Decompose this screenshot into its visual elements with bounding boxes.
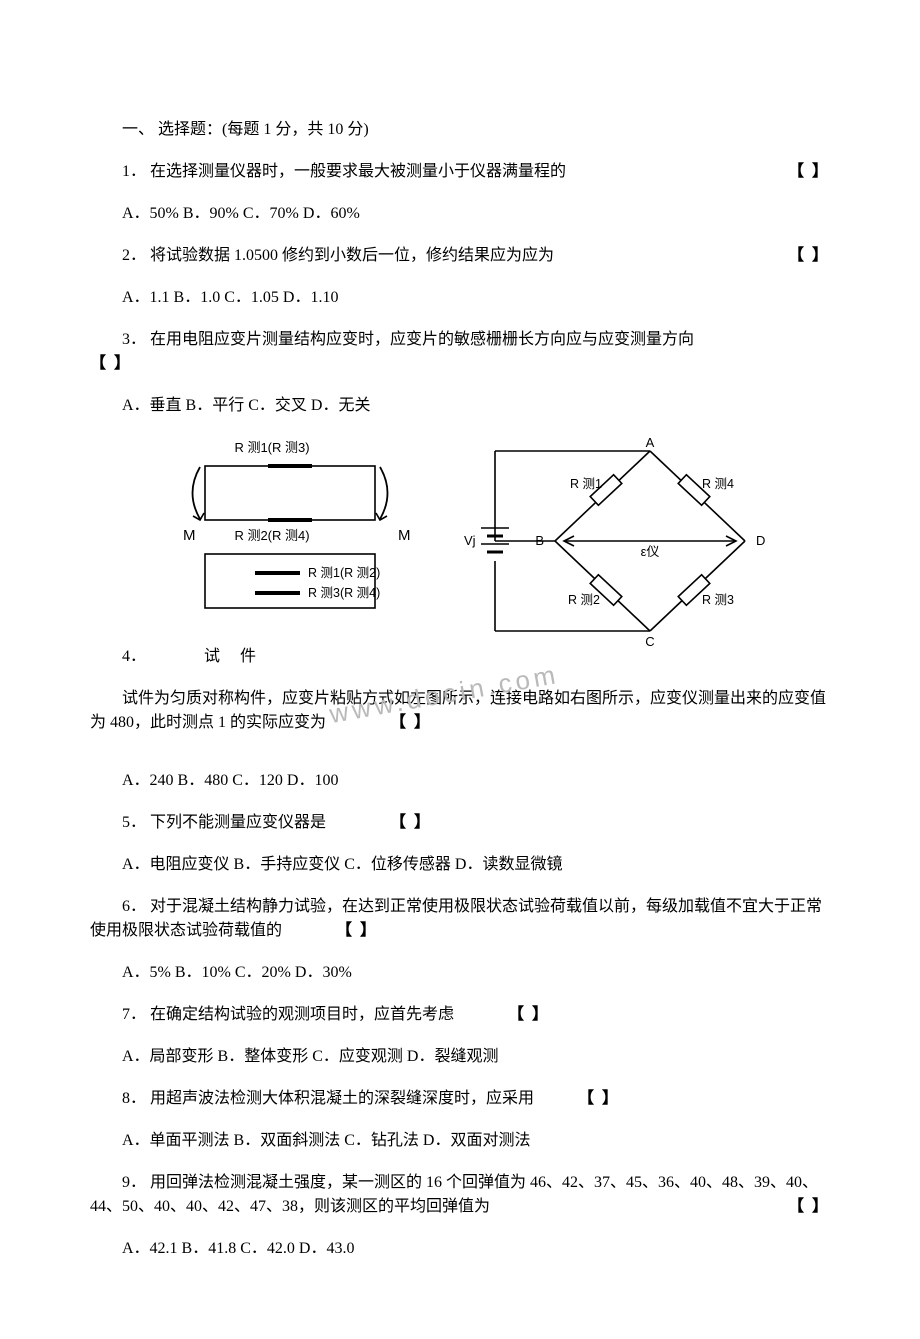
- q1-stem: 1． 在选择测量仪器时，一般要求最大被测量小于仪器满量程的: [122, 163, 566, 180]
- answer-bracket: 【 】: [756, 160, 830, 184]
- answer-bracket: 【 】: [578, 1090, 620, 1107]
- q6-stem-text: 6． 对于混凝土结构静力试验，在达到正常使用极限状态试验荷载值以前，每级加载值不…: [90, 898, 822, 939]
- q2-options: A．1.1 B．1.0 C．1.05 D．1.10: [90, 286, 830, 310]
- q6-options: A．5% B．10% C．20% D．30%: [90, 961, 830, 985]
- q2-text: 2． 将试验数据 1.0500 修约到小数后一位，修约结果应为应为 【 】: [90, 244, 830, 268]
- answer-bracket: 【 】: [756, 1195, 830, 1219]
- answer-bracket: 【 】: [390, 814, 432, 831]
- answer-bracket: 【 】: [390, 714, 432, 731]
- q7-stem: 7． 在确定结构试验的观测项目时，应首先考虑: [122, 1006, 454, 1023]
- label-Vj: Vj: [464, 533, 476, 548]
- figures-row: R 测1(R 测3) M M R 测2(R 测4) R 测1(R 测2): [150, 436, 830, 651]
- label-M-left: M: [183, 527, 196, 544]
- q1-text: 1． 在选择测量仪器时，一般要求最大被测量小于仪器满量程的 【 】: [90, 160, 830, 184]
- q8-stem: 8． 用超声波法检测大体积混凝土的深裂缝深度时，应采用: [122, 1090, 534, 1107]
- shijian-label: 试 件: [204, 645, 264, 669]
- label-M-right: M: [398, 527, 411, 544]
- q2-stem: 2． 将试验数据 1.0500 修约到小数后一位，修约结果应为应为: [122, 247, 554, 264]
- specimen-figure: R 测1(R 测3) M M R 测2(R 测4) R 测1(R 测2): [150, 436, 440, 641]
- q5-stem: 5． 下列不能测量应变仪器是: [122, 814, 326, 831]
- bridge-figure: A B D C R 测1 R 测4 R 测2 R 测3 Vj ε仪: [440, 436, 780, 651]
- node-B: B: [535, 533, 544, 548]
- section-heading: 一、 选择题：(每题 1 分，共 10 分): [90, 118, 830, 142]
- q8-text: 8． 用超声波法检测大体积混凝土的深裂缝深度时，应采用 【 】: [90, 1087, 830, 1111]
- q7-options: A．局部变形 B．整体变形 C．应变观测 D．裂缝观测: [90, 1045, 830, 1069]
- q3-stem: 3． 在用电阻应变片测量结构应变时，应变片的敏感栅栅长方向应与应变测量方向: [122, 331, 694, 348]
- label-line1: R 测1(R 测2): [308, 566, 380, 580]
- label-R2: R 测2: [568, 593, 600, 607]
- label-R1: R 测1: [570, 477, 602, 491]
- answer-bracket: 【 】: [508, 1006, 550, 1023]
- label-R3: R 测3: [702, 593, 734, 607]
- label-r2r4: R 测2(R 测4): [234, 528, 309, 543]
- label-R4: R 测4: [702, 477, 734, 491]
- node-A: A: [646, 436, 655, 450]
- answer-bracket: 【 】: [756, 244, 830, 268]
- q6-stem: 6． 对于混凝土结构静力试验，在达到正常使用极限状态试验荷载值以前，每级加载值不…: [90, 895, 830, 943]
- q7-text: 7． 在确定结构试验的观测项目时，应首先考虑 【 】: [90, 1003, 830, 1027]
- q4-stem: 试件为匀质对称构件，应变片粘贴方式如左图所示，连接电路如右图所示，应变仪测量出来…: [90, 687, 830, 735]
- label-eps: ε仪: [641, 544, 660, 559]
- q3-text: 3． 在用电阻应变片测量结构应变时，应变片的敏感栅栅长方向应与应变测量方向: [90, 328, 830, 352]
- bracket-text: 【 】: [90, 355, 132, 372]
- q9-stem: 9． 用回弹法检测混凝土强度，某一测区的 16 个回弹值为 46、42、37、4…: [90, 1174, 818, 1215]
- q4-stem-text: 试件为匀质对称构件，应变片粘贴方式如左图所示，连接电路如右图所示，应变仪测量出来…: [90, 690, 826, 731]
- q8-options: A．单面平测法 B．双面斜测法 C．钻孔法 D．双面对测法: [90, 1129, 830, 1153]
- q9-options: A．42.1 B．41.8 C．42.0 D．43.0: [90, 1237, 830, 1261]
- q6-text: 6． 对于混凝土结构静力试验，在达到正常使用极限状态试验荷载值以前，每级加载值不…: [90, 895, 830, 943]
- q5-text: 5． 下列不能测量应变仪器是 【 】: [90, 811, 830, 835]
- q4-number-row: 4． 试 件: [90, 645, 830, 669]
- q1-options: A．50% B．90% C．70% D．60%: [90, 202, 830, 226]
- q9-text: 9． 用回弹法检测混凝土强度，某一测区的 16 个回弹值为 46、42、37、4…: [90, 1171, 830, 1219]
- q5-options: A．电阻应变仪 B．手持应变仪 C．位移传感器 D．读数显微镜: [90, 853, 830, 877]
- q4-number: 4．: [90, 645, 146, 669]
- node-D: D: [756, 533, 765, 548]
- q3-options: A．垂直 B．平行 C．交叉 D．无关: [90, 394, 830, 418]
- answer-bracket: 【 】: [336, 922, 378, 939]
- q4-text: www.docin.com 试件为匀质对称构件，应变片粘贴方式如左图所示，连接电…: [90, 687, 830, 735]
- answer-bracket: 【 】: [90, 352, 830, 376]
- label-line2: R 测3(R 测4): [308, 586, 380, 600]
- label-r1r3: R 测1(R 测3): [234, 440, 309, 455]
- q4-options: A．240 B．480 C．120 D．100: [90, 769, 830, 793]
